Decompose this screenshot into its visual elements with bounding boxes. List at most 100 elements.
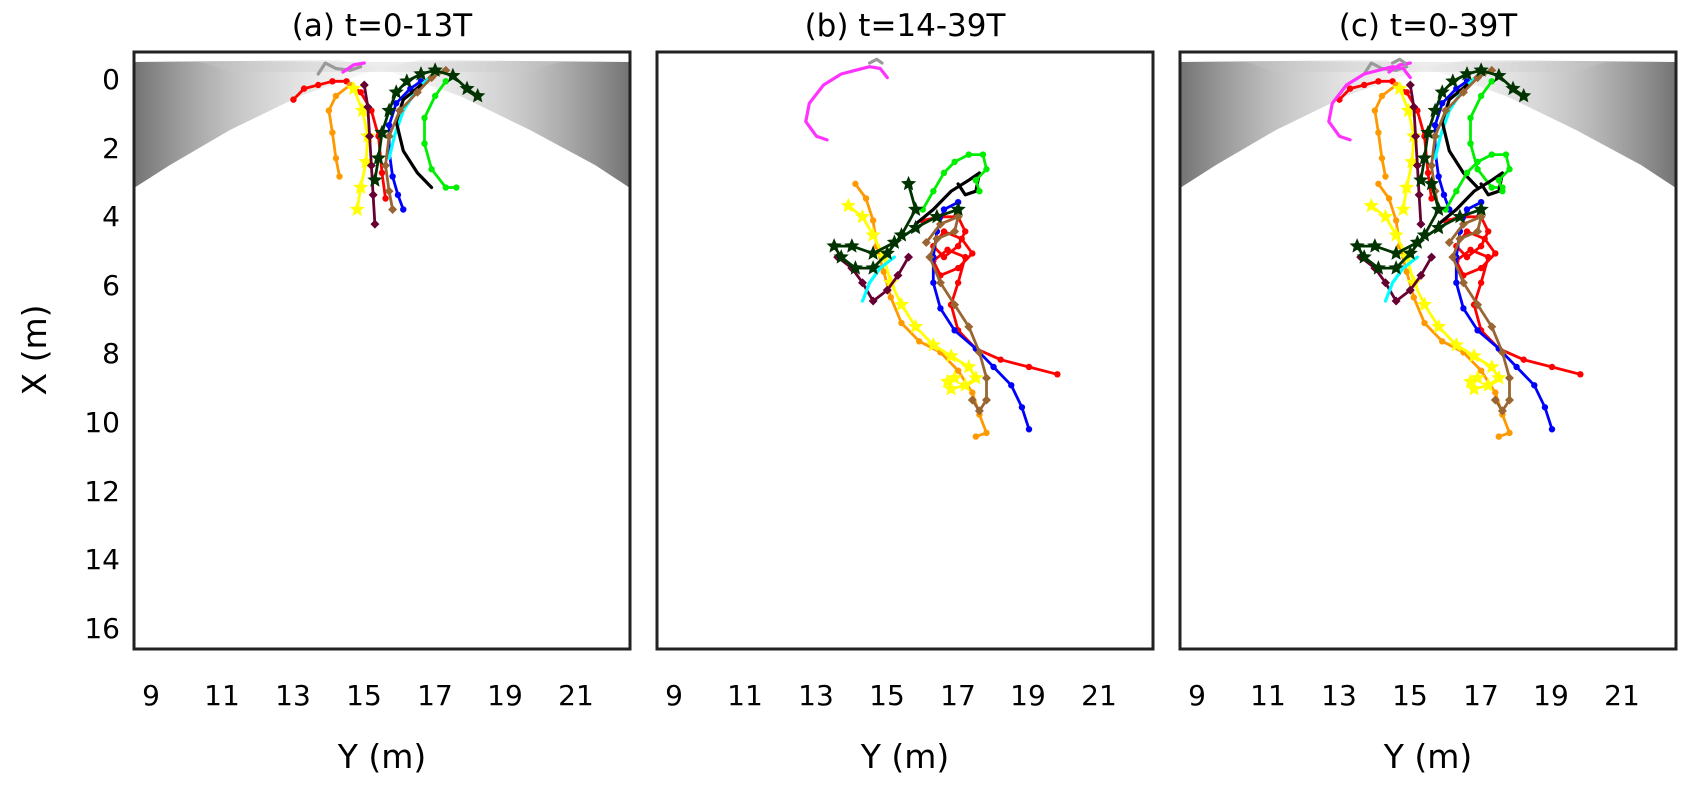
trajectory-point — [969, 389, 976, 396]
trajectory-point — [1412, 161, 1422, 171]
trajectory-point — [1445, 73, 1461, 88]
trajectory-point — [1491, 67, 1507, 83]
trajectory-point — [1467, 246, 1474, 253]
x-tick-label: 17 — [1463, 679, 1499, 712]
trajectory-point — [1025, 426, 1033, 433]
trajectory-point — [1484, 359, 1500, 374]
trajectory-point — [1466, 348, 1482, 363]
trajectory-point — [367, 172, 383, 187]
trajectory-point — [1474, 166, 1481, 173]
trajectory-point — [421, 114, 428, 122]
trajectory-point — [1473, 226, 1483, 236]
trajectory-series — [421, 78, 460, 191]
trajectory-point — [1504, 395, 1514, 405]
trajectory-point — [1453, 85, 1460, 92]
trajectory-point — [1458, 219, 1468, 229]
trajectory-point — [1388, 227, 1404, 242]
trajectory-point — [990, 363, 997, 371]
trajectory-point — [1388, 245, 1404, 260]
trajectory-point — [1399, 179, 1415, 194]
trajectory-series — [1437, 171, 1504, 226]
trajectory-point — [399, 73, 415, 88]
panel-b-frame — [655, 50, 1155, 651]
trajectory-point — [370, 219, 380, 229]
trajectory-point — [939, 373, 956, 389]
trajectory-point — [428, 166, 435, 173]
trajectory-point — [1485, 228, 1492, 235]
trajectory-point — [1513, 363, 1520, 371]
trajectory-point — [1402, 245, 1418, 260]
trajectory-line — [1437, 171, 1504, 226]
x-tick-label: 13 — [275, 679, 311, 712]
trajectory-point — [1361, 81, 1368, 89]
trajectory-point — [1453, 187, 1460, 195]
trajectory-line — [804, 65, 889, 142]
trajectory-point — [961, 359, 977, 374]
trajectory-series — [1442, 151, 1513, 213]
trajectory-point — [1054, 371, 1061, 378]
trajectory-point — [943, 381, 959, 396]
trajectory-point — [1463, 169, 1471, 177]
trajectory-point — [1487, 322, 1497, 332]
trajectory-point — [370, 150, 387, 165]
panel-a-heatmap — [134, 60, 630, 188]
trajectory-point — [407, 85, 414, 92]
trajectory-point — [937, 305, 944, 312]
trajectory-point — [1462, 373, 1479, 389]
trajectory-point — [1495, 433, 1503, 440]
trajectory-point — [893, 227, 910, 242]
trajectory-point — [964, 322, 974, 332]
trajectory-point — [1470, 370, 1486, 385]
trajectory-point — [1421, 319, 1428, 327]
trajectory-point — [840, 197, 856, 213]
trajectory-point — [1499, 187, 1506, 195]
trajectory-series — [1349, 175, 1489, 275]
trajectory-point — [1492, 250, 1499, 257]
trajectory-point — [974, 406, 984, 416]
trajectory-series — [1392, 80, 1422, 216]
y-tick-label: 14 — [84, 543, 120, 576]
trajectory-point — [332, 92, 340, 100]
trajectory-point — [1502, 151, 1510, 158]
trajectory-point — [1431, 219, 1447, 235]
trajectory-point — [972, 176, 980, 184]
trajectory-point — [1349, 238, 1365, 253]
trajectory-point — [400, 206, 407, 213]
trajectory-point — [1380, 278, 1390, 288]
trajectory-point — [392, 100, 400, 107]
trajectory-point — [1463, 253, 1471, 261]
x-tick-label: 9 — [1188, 679, 1206, 712]
trajectory-point — [384, 131, 394, 141]
panel-b-x-axis: 9 11 13 15 17 19 21 Y (m) — [665, 679, 1117, 776]
trajectory-series — [367, 62, 486, 187]
trajectory-point — [1474, 158, 1481, 166]
trajectory-point — [951, 327, 958, 334]
trajectory-series — [1327, 65, 1412, 142]
trajectory-point — [332, 155, 340, 162]
trajectory-point — [366, 161, 376, 171]
trajectory-point — [1481, 235, 1488, 242]
trajectory-point — [954, 264, 962, 272]
trajectory-point — [1392, 80, 1408, 96]
trajectory-point — [349, 201, 365, 216]
trajectory-point — [940, 253, 948, 261]
trajectory-series — [381, 65, 451, 214]
trajectory-point — [1520, 356, 1527, 363]
trajectory-point — [1577, 371, 1584, 378]
trajectory-point — [427, 62, 443, 77]
trajectory-line — [423, 79, 458, 189]
trajectory-point — [932, 234, 942, 244]
trajectory-point — [857, 278, 867, 288]
trajectory-series — [826, 175, 966, 275]
trajectory-point — [470, 88, 486, 103]
trajectory-point — [315, 81, 322, 89]
x-tick-label: 9 — [665, 679, 683, 712]
trajectory-point — [979, 151, 987, 158]
trajectory-point — [950, 226, 960, 236]
trajectory-point — [1438, 100, 1446, 107]
trajectory-point — [929, 208, 945, 224]
trajectory-point — [887, 294, 895, 301]
trajectory-line — [931, 200, 1031, 431]
x-tick-label: 11 — [727, 679, 763, 712]
